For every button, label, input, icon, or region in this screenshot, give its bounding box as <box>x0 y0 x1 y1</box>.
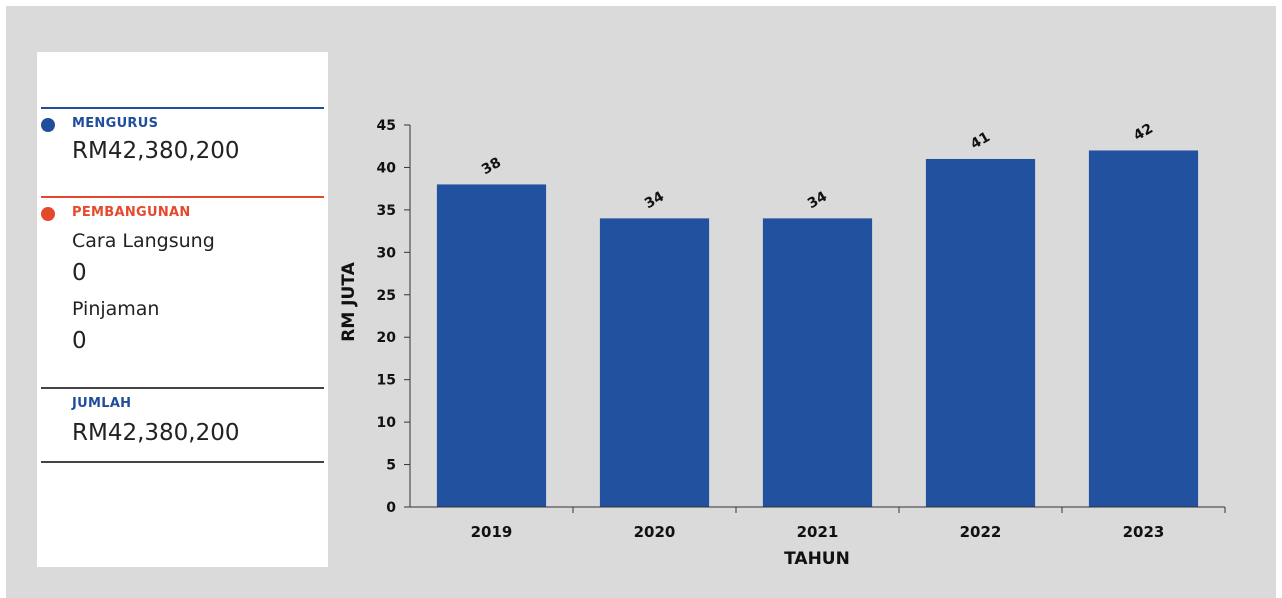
y-tick-label: 25 <box>377 288 396 304</box>
x-tick-label-2022: 2022 <box>960 523 1002 541</box>
bar-2023 <box>1088 150 1199 507</box>
x-axis-title: TAHUN <box>784 549 850 569</box>
x-tick-label-2021: 2021 <box>797 523 839 541</box>
data-label-2023: 42 <box>1131 121 1156 145</box>
pembangunan-label: PEMBANGUNAN <box>72 205 191 220</box>
x-tick-label-2019: 2019 <box>471 523 513 541</box>
bar-2022 <box>925 158 1036 507</box>
mengurus-divider <box>41 107 324 109</box>
jumlah-label: JUMLAH <box>72 396 132 411</box>
pembangunan-divider <box>41 196 324 198</box>
bar-2020 <box>599 218 710 507</box>
y-tick-label: 20 <box>377 330 397 346</box>
cara-langsung-label: Cara Langsung <box>72 230 215 252</box>
mengurus-dot-icon <box>41 118 55 132</box>
y-tick-label: 30 <box>377 245 397 261</box>
y-tick-label: 40 <box>377 160 397 176</box>
jumlah-bottom-divider <box>41 461 324 463</box>
x-tick-label-2023: 2023 <box>1123 523 1165 541</box>
x-axis-ticks: 2019 2020 2021 2022 2023 <box>471 507 1226 541</box>
jumlah-amount: RM42,380,200 <box>72 420 240 446</box>
data-label-2022: 41 <box>968 129 993 153</box>
y-tick-label: 15 <box>377 373 396 389</box>
y-tick-label: 35 <box>377 203 396 219</box>
bars: 38 34 34 41 42 <box>436 121 1199 507</box>
cara-langsung-value: 0 <box>72 260 87 286</box>
pinjaman-value: 0 <box>72 328 87 354</box>
y-tick-label: 0 <box>386 500 396 516</box>
jumlah-top-divider <box>41 387 324 389</box>
data-label-2021: 34 <box>805 188 830 212</box>
bar-2021 <box>762 218 873 507</box>
y-tick-label: 5 <box>386 458 396 474</box>
pembangunan-dot-icon <box>41 207 55 221</box>
y-tick-label: 10 <box>377 415 397 431</box>
bar-2019 <box>436 184 547 507</box>
x-tick-label-2020: 2020 <box>634 523 676 541</box>
data-label-2019: 38 <box>479 155 504 179</box>
mengurus-label: MENGURUS <box>72 116 159 131</box>
mengurus-amount: RM42,380,200 <box>72 138 240 164</box>
y-tick-label: 45 <box>377 118 396 134</box>
y-axis-title: RM JUTA <box>339 261 359 341</box>
y-axis-ticks: 0 5 10 15 20 25 30 35 40 45 <box>377 118 410 516</box>
summary-panel: MENGURUS RM42,380,200 PEMBANGUNAN Cara L… <box>37 52 328 567</box>
pinjaman-label: Pinjaman <box>72 298 160 320</box>
data-label-2020: 34 <box>642 188 667 212</box>
